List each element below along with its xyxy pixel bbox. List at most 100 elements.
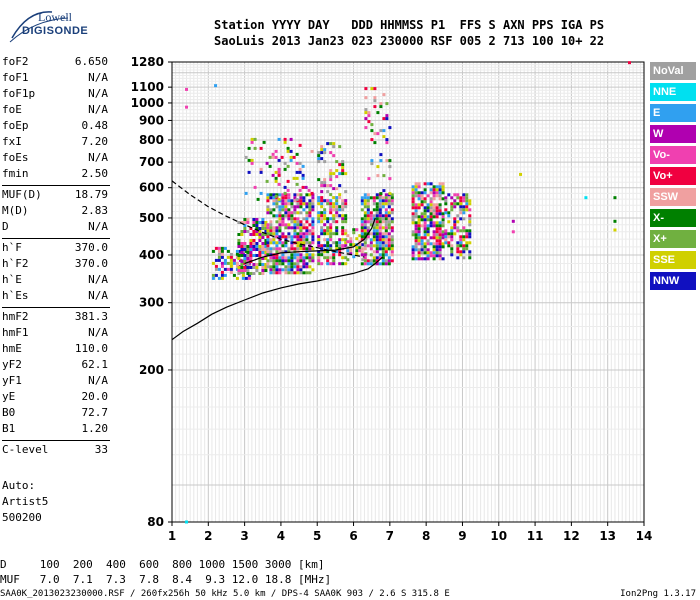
echo-point xyxy=(456,202,460,206)
echo-point xyxy=(372,229,376,233)
echo-point xyxy=(384,250,388,254)
echo-point xyxy=(284,208,288,212)
echo-point xyxy=(435,194,439,198)
echo-point xyxy=(341,238,345,242)
echo-point xyxy=(290,241,294,245)
echo-point xyxy=(326,199,330,203)
echo-point xyxy=(366,214,370,218)
echo-point xyxy=(366,217,370,221)
echo-point xyxy=(283,161,287,165)
echo-point xyxy=(252,266,256,269)
echo-point xyxy=(465,229,469,233)
echo-point xyxy=(438,185,442,189)
echo-point xyxy=(444,229,448,233)
echo-point xyxy=(375,244,379,248)
echo-point xyxy=(447,214,451,218)
echo-point xyxy=(264,257,268,260)
footer-d-row: D 100 200 400 600 800 1000 1500 3000 [km… xyxy=(0,558,325,571)
param-row-hf2: h`F2 370.0 xyxy=(2,257,108,273)
echo-point xyxy=(456,250,460,254)
echo-point xyxy=(378,244,382,248)
echo-point xyxy=(326,232,330,236)
echo-point xyxy=(335,205,339,209)
echo-point xyxy=(385,138,389,142)
echo-point xyxy=(450,196,454,200)
echo-point xyxy=(414,215,418,219)
echo-point xyxy=(341,244,345,248)
echo-point xyxy=(344,190,348,194)
echo-point xyxy=(299,253,303,257)
echo-point xyxy=(252,233,256,236)
echo-point xyxy=(390,220,394,224)
echo-point xyxy=(366,193,370,197)
echo-point xyxy=(432,230,436,234)
echo-point xyxy=(379,192,383,196)
echo-point xyxy=(378,256,382,260)
echo-point xyxy=(281,205,285,209)
echo-point xyxy=(229,270,233,274)
echo-point xyxy=(384,262,388,266)
echo-point xyxy=(255,254,259,257)
param-value: 18.79 xyxy=(74,188,108,201)
y-tick-label: 200 xyxy=(139,363,164,377)
echo-point xyxy=(264,269,268,272)
echo-point xyxy=(284,268,288,272)
echo-point xyxy=(287,265,291,269)
echo-point xyxy=(468,214,472,218)
echo-point xyxy=(420,215,424,219)
echo-point xyxy=(453,193,457,197)
echo-point xyxy=(373,87,377,91)
echo-point xyxy=(429,209,433,213)
legend-x: X+ xyxy=(650,230,696,248)
header-columns: Station YYYY DAY DDD HHMMSS P1 FFS S AXN… xyxy=(214,18,605,32)
echo-point xyxy=(274,170,278,174)
echo-point xyxy=(417,257,421,261)
echo-point xyxy=(284,241,288,245)
param-value: 2.50 xyxy=(81,167,109,180)
echo-point xyxy=(259,167,263,171)
echo-point xyxy=(426,194,430,198)
echo-point xyxy=(344,217,348,221)
echo-point xyxy=(417,254,421,258)
echo-point xyxy=(360,199,364,203)
echo-point-isolated xyxy=(627,61,631,65)
echo-point xyxy=(296,238,300,242)
echo-point xyxy=(261,248,265,251)
legend-vo: Vo+ xyxy=(650,167,696,185)
echo-point xyxy=(390,199,394,203)
echo-point xyxy=(275,268,279,272)
echo-point xyxy=(237,245,241,248)
echo-point xyxy=(220,273,224,277)
echo-point xyxy=(269,220,273,224)
echo-point xyxy=(344,229,348,233)
echo-point xyxy=(275,193,279,197)
echo-point xyxy=(453,226,457,230)
echo-point xyxy=(438,212,442,216)
echo-point xyxy=(366,226,370,230)
echo-point xyxy=(243,254,247,257)
echo-point xyxy=(462,196,466,200)
echo-point xyxy=(459,199,463,203)
echo-point xyxy=(384,259,388,263)
echo-point xyxy=(258,227,262,230)
echo-point xyxy=(381,253,385,257)
echo-point xyxy=(281,250,285,254)
echo-point xyxy=(311,217,315,221)
echo-point xyxy=(299,244,303,248)
echo-point xyxy=(370,87,374,91)
echo-point xyxy=(269,271,273,275)
echo-point xyxy=(426,227,430,231)
echo-point xyxy=(326,190,330,194)
echo-point xyxy=(269,193,273,197)
echo-point xyxy=(296,268,300,272)
echo-point xyxy=(305,193,309,197)
echo-point xyxy=(271,152,275,156)
echo-point xyxy=(417,203,421,207)
echo-point xyxy=(311,247,315,251)
echo-point xyxy=(275,214,279,218)
echo-point xyxy=(299,199,303,203)
logo-swoosh-icon xyxy=(9,11,69,43)
echo-point xyxy=(281,223,285,227)
echo-point xyxy=(372,259,376,263)
axis-ticks: 1 2 3 4 5 6 7 8 9 10 11 12 13 14802003004005006007008… xyxy=(131,55,653,543)
